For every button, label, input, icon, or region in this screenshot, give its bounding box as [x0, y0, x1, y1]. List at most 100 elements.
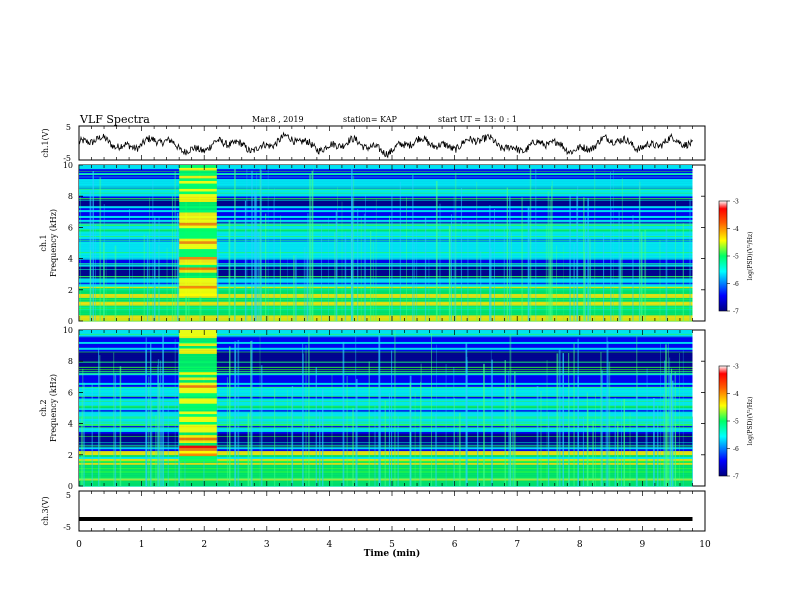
time-axis-label: Time (min)	[364, 548, 421, 559]
frequency-band	[79, 382, 693, 385]
impulse-streak	[146, 234, 149, 321]
impulse-streak	[378, 335, 381, 486]
impulse-streak	[646, 368, 648, 486]
impulse-streak	[356, 378, 358, 486]
bright-interval-band	[179, 293, 217, 297]
spectral-line	[79, 225, 693, 226]
bright-interval-band	[179, 450, 217, 454]
frequency-band	[79, 319, 693, 322]
bright-interval-band	[179, 455, 217, 459]
impulse-streak	[619, 253, 621, 321]
bright-interval-band	[179, 403, 217, 407]
impulse-streak	[293, 255, 295, 321]
impulse-streak	[546, 360, 548, 486]
impulse-streak	[439, 203, 441, 321]
frequency-band	[79, 337, 693, 340]
impulse-streak	[229, 346, 231, 486]
spectral-line	[79, 186, 693, 188]
spectral-line	[79, 308, 693, 309]
frequency-band	[79, 243, 693, 246]
impulse-streak	[632, 215, 634, 321]
colorbar-tick-label: -5	[733, 254, 739, 261]
impulse-streak	[607, 341, 609, 486]
frequency-band	[79, 202, 693, 205]
impulse-streak	[653, 398, 655, 486]
impulse-streak	[611, 206, 612, 321]
impulse-streak	[244, 200, 247, 321]
bright-interval-band	[179, 330, 217, 333]
impulse-streak	[556, 245, 557, 321]
bright-interval-band	[179, 264, 217, 268]
bright-interval-band	[179, 390, 217, 394]
impulse-streak	[91, 383, 93, 486]
frequency-band	[79, 200, 693, 203]
impulse-streak	[414, 242, 415, 321]
impulse-streak	[605, 391, 607, 486]
spectral-line	[79, 486, 693, 487]
impulse-streak	[353, 175, 355, 321]
impulse-streak	[89, 250, 92, 321]
frequency-band	[79, 347, 693, 350]
impulse-streak	[171, 195, 173, 321]
frequency-band	[79, 196, 693, 199]
frequency-band	[79, 174, 693, 177]
impulse-streak	[80, 417, 83, 486]
impulse-streak	[256, 172, 258, 321]
impulse-streak	[465, 342, 468, 486]
colorbar-tick-label: -6	[733, 281, 739, 288]
frequency-band	[79, 283, 693, 287]
bright-interval-band	[179, 458, 217, 462]
frequency-band	[79, 176, 693, 179]
impulse-streak	[302, 343, 304, 486]
impulse-streak	[547, 191, 550, 321]
impulse-streak	[251, 340, 253, 486]
impulse-streak	[420, 381, 421, 486]
impulse-streak	[352, 407, 354, 486]
impulse-streak	[385, 400, 386, 486]
impulse-streak	[302, 353, 304, 486]
bright-interval-band	[179, 440, 217, 443]
impulse-streak	[603, 233, 605, 321]
frequency-band	[79, 252, 693, 255]
impulse-streak	[540, 391, 542, 486]
impulse-streak	[409, 399, 411, 486]
impulse-streak	[453, 367, 455, 486]
impulse-streak	[291, 386, 294, 486]
frequency-band	[79, 274, 693, 277]
bright-interval-band	[179, 275, 217, 278]
spectral-line	[79, 198, 693, 199]
impulse-streak	[582, 417, 584, 486]
frequency-band	[79, 315, 693, 318]
impulse-streak	[419, 416, 420, 486]
bright-interval-band	[179, 230, 217, 234]
time-tick-label: 2	[201, 540, 207, 550]
impulse-streak	[490, 248, 492, 321]
impulse-streak	[536, 386, 539, 486]
frequency-band	[79, 345, 693, 348]
impulse-streak	[355, 334, 357, 486]
frequency-band	[79, 343, 693, 346]
impulse-streak	[105, 253, 107, 321]
frequency-band	[79, 297, 693, 300]
bright-interval-band	[179, 222, 217, 226]
frequency-band	[79, 295, 693, 298]
frequency-band	[79, 367, 693, 370]
impulse-streak	[363, 213, 366, 321]
frequency-band	[79, 219, 693, 222]
colorbar-tick-label: -4	[733, 226, 739, 233]
impulse-streak	[669, 373, 671, 486]
impulse-streak	[660, 342, 661, 486]
frequency-band	[79, 184, 693, 187]
impulse-streak	[640, 231, 643, 321]
impulse-streak	[82, 368, 84, 486]
bright-interval-band	[179, 235, 217, 239]
impulse-streak	[577, 185, 579, 321]
frequency-band	[79, 182, 693, 185]
impulse-streak	[614, 397, 616, 486]
bright-interval-band	[179, 254, 217, 257]
bright-interval-band	[179, 170, 217, 174]
impulse-streak	[178, 342, 180, 486]
bright-interval-band	[179, 209, 217, 213]
bright-interval-band	[179, 337, 217, 341]
impulse-streak	[342, 341, 345, 486]
